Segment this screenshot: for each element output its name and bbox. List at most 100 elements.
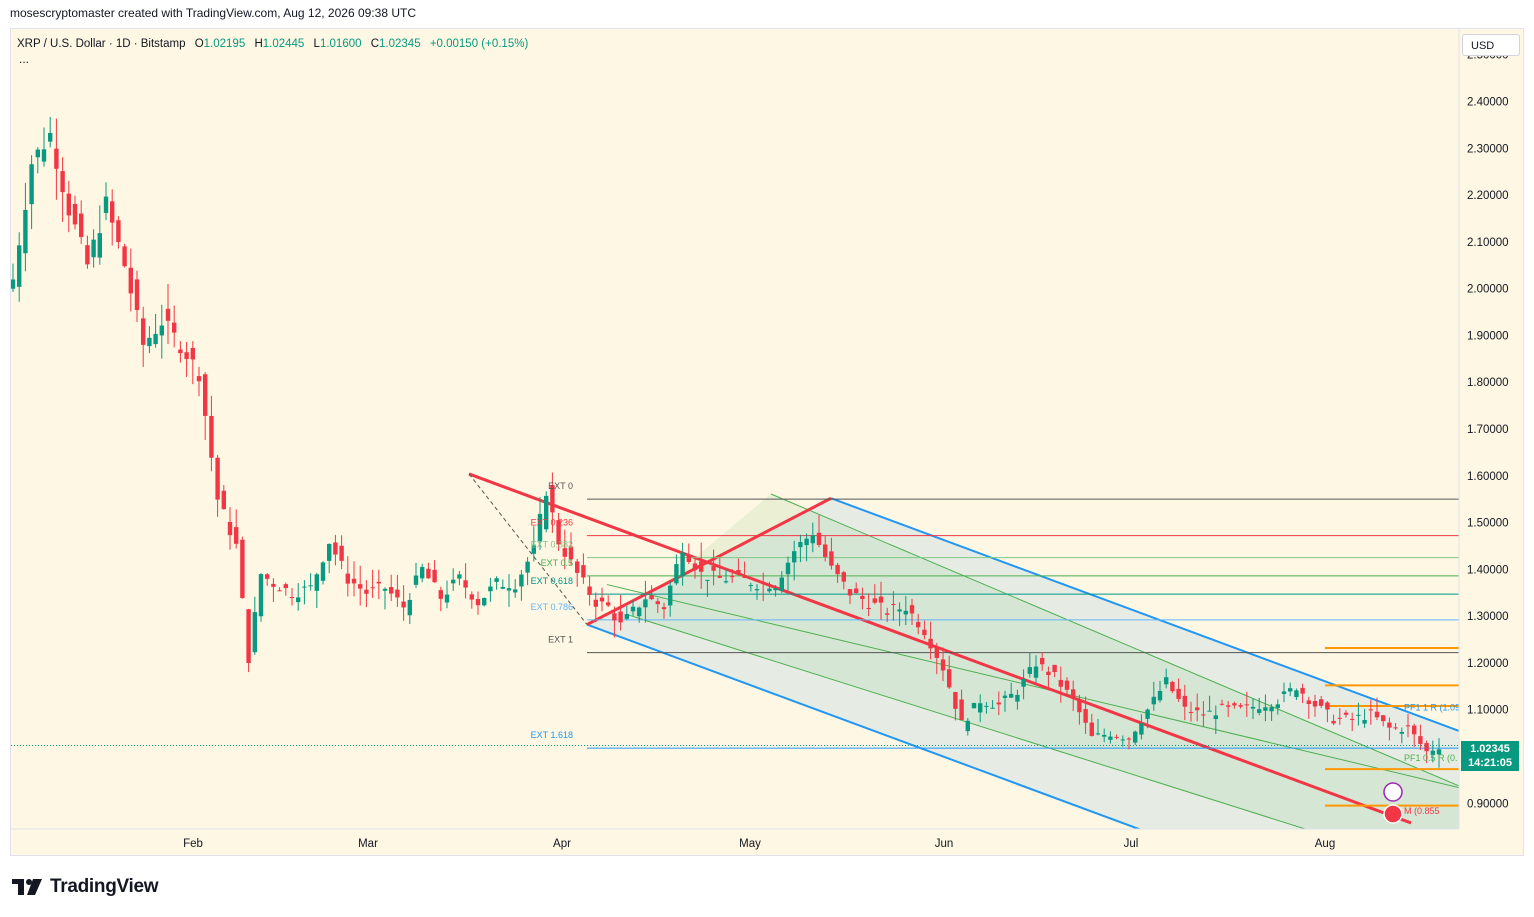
legend-change: +0.00150 (+0.15%)	[430, 38, 529, 50]
legend-close-value: 1.02345	[379, 38, 421, 50]
candle-body	[556, 520, 561, 545]
candle-body	[420, 567, 425, 579]
footer-brand[interactable]: TradingView	[12, 876, 159, 898]
candle-body	[810, 535, 815, 544]
legend-more-icon[interactable]: ...	[19, 52, 29, 66]
candle-body	[730, 576, 735, 578]
candle-body	[72, 203, 78, 225]
price-chart[interactable]: EXT 0 EXT 0.236 EXT 0.382 EXT 0.5 EXT 0.618 E…	[11, 29, 1523, 855]
candle-body	[345, 573, 350, 584]
candle-body	[48, 132, 53, 142]
candle-body	[736, 570, 741, 573]
candle-body	[717, 575, 722, 578]
candle-body	[1213, 715, 1218, 720]
channel-fill	[587, 498, 1459, 829]
candle-body	[1393, 727, 1398, 729]
candle-body	[624, 614, 629, 619]
candle-body	[1319, 699, 1324, 706]
candle-body	[1195, 707, 1200, 711]
candle-body	[1164, 677, 1169, 685]
time-tick-label: Apr	[553, 838, 571, 850]
candle-body	[742, 575, 747, 578]
currency-button[interactable]: USD	[1462, 34, 1520, 56]
candle-body	[401, 601, 406, 608]
candle-body	[258, 574, 264, 617]
candle-body	[1157, 690, 1163, 701]
candle-body	[686, 555, 691, 562]
price-tick-label: 1.20000	[1467, 658, 1509, 670]
legend-close-label: C	[371, 38, 379, 50]
legend-low-value: 1.01600	[320, 38, 362, 50]
candle-body	[463, 580, 468, 588]
candle-body	[1257, 709, 1262, 713]
price-tick-label: 2.20000	[1467, 190, 1509, 202]
candle-body	[1436, 749, 1442, 755]
candle-body	[128, 267, 133, 294]
candle-body	[364, 589, 369, 594]
pitchfork-lower-median	[606, 584, 1459, 789]
candle-body	[996, 702, 1001, 705]
candle-body	[655, 601, 660, 605]
fib-level-label: EXT 0.786	[531, 602, 573, 612]
candle-body	[339, 545, 344, 561]
candle-body	[97, 233, 102, 258]
candle-body	[1412, 725, 1417, 735]
candle-body	[1083, 709, 1088, 723]
candle-body	[351, 578, 357, 584]
candle-body	[934, 646, 939, 658]
candle-body	[1219, 703, 1225, 705]
candle-body	[302, 586, 307, 588]
candle-body	[575, 561, 580, 573]
time-tick-label: Aug	[1315, 838, 1335, 850]
candle-body	[271, 583, 276, 587]
candle-body	[971, 702, 977, 709]
candle-body	[1046, 671, 1051, 676]
candle-body	[767, 588, 772, 592]
candle-body	[637, 607, 642, 617]
candle-body	[41, 149, 47, 162]
candle-body	[785, 562, 791, 575]
attribution-text: mosescryptomaster created with TradingVi…	[10, 6, 416, 20]
candle-body	[1350, 718, 1355, 720]
candle-body	[444, 594, 450, 603]
candle-body	[395, 589, 400, 598]
chart-area[interactable]: EXT 0 EXT 0.236 EXT 0.382 EXT 0.5 EXT 0.618 E…	[10, 28, 1524, 856]
candle-body	[1151, 696, 1156, 705]
candle-body	[754, 589, 760, 591]
pitchfork-lower-inner	[626, 614, 1307, 829]
candle-body	[35, 149, 40, 158]
price-tick-label: 1.70000	[1467, 424, 1509, 436]
price-tick-label: 1.80000	[1467, 377, 1509, 389]
candle-body	[804, 538, 809, 546]
candle-body	[252, 612, 257, 653]
candle-body	[1170, 681, 1175, 692]
candle-body	[903, 610, 908, 615]
candle-body	[897, 609, 902, 612]
candle-body	[990, 707, 995, 709]
candle-body	[965, 720, 970, 732]
candle-body	[1139, 723, 1144, 735]
candle-body	[1089, 722, 1094, 736]
fib-level-label: EXT 0.382	[531, 540, 573, 550]
candle-body	[147, 337, 152, 347]
candle-body	[215, 457, 220, 500]
time-tick-label: Jul	[1124, 838, 1139, 850]
candle-body	[451, 579, 456, 584]
price-tick-label: 1.50000	[1467, 518, 1509, 530]
candle-body	[581, 565, 586, 578]
price-tick-label: 1.10000	[1467, 705, 1509, 717]
candle-body	[1102, 734, 1107, 737]
candle-body	[432, 569, 437, 583]
fib-level-label: EXT 0.236	[531, 518, 573, 528]
candle-body	[469, 594, 474, 600]
candle-body	[153, 333, 158, 345]
pitchfork-median-line	[468, 472, 1412, 825]
fib-level-label: EXT 0.618	[531, 576, 573, 586]
candle-body	[134, 279, 140, 311]
candle-body	[196, 376, 202, 382]
candle-body	[835, 564, 840, 575]
candle-body	[978, 703, 983, 713]
candle-body	[389, 587, 394, 594]
candle-body	[494, 578, 499, 582]
candle-body	[1368, 709, 1373, 711]
